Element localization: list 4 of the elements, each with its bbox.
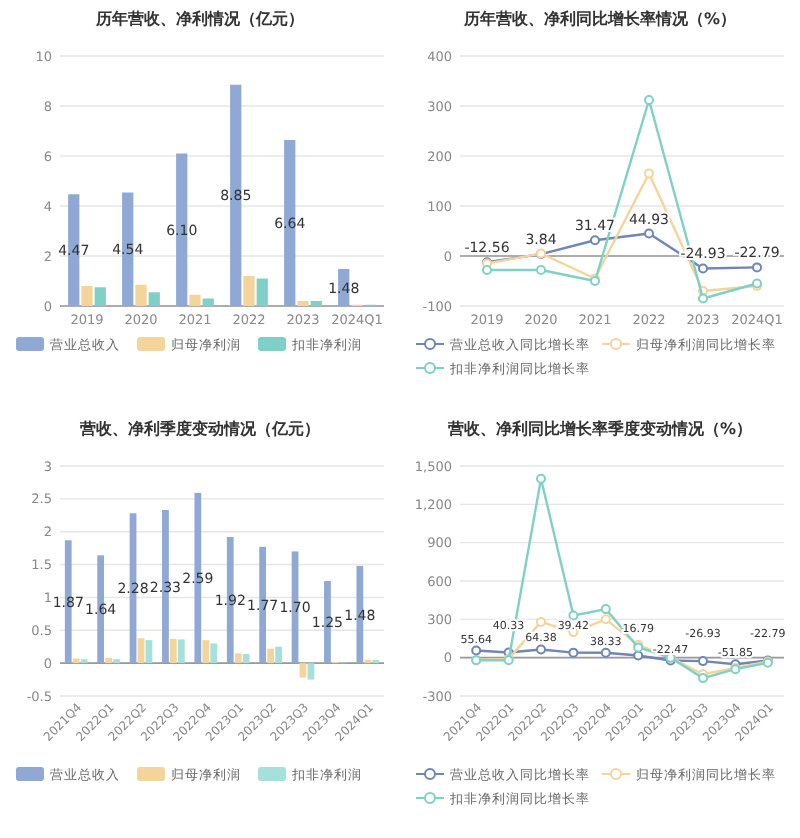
chart-title: 营收、净利季度变动情况（亿元） [78, 418, 320, 438]
chart-title: 历年营收、净利情况（亿元） [94, 10, 304, 28]
chart-title: 营收、净利同比增长率季度变动情况（%） [445, 418, 753, 438]
chart-title: 历年营收、净利同比增长率情况（%） [461, 8, 737, 28]
